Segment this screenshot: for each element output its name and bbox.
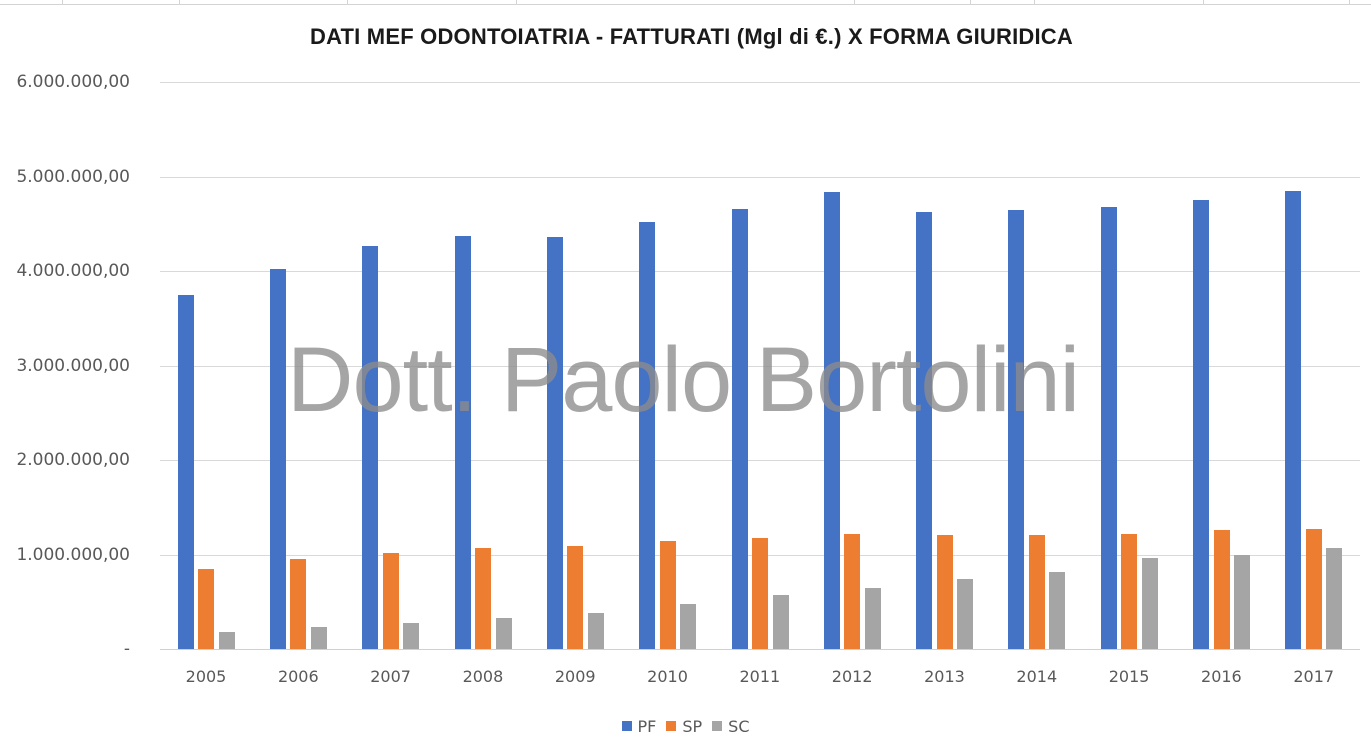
x-tick-label: 2015 bbox=[1108, 667, 1150, 686]
bar-sc-2013 bbox=[957, 579, 974, 649]
legend-label: SC bbox=[728, 716, 750, 736]
gridline bbox=[160, 271, 1360, 272]
x-tick-label: 2010 bbox=[647, 667, 688, 686]
bar-sc-2011 bbox=[772, 595, 789, 649]
bar-sp-2011 bbox=[752, 537, 768, 649]
spreadsheet-row-line bbox=[0, 4, 1371, 5]
spreadsheet-column-line bbox=[62, 0, 63, 5]
chart-title: DATI MEF ODONTOIATRIA - FATTURATI (Mgl d… bbox=[310, 24, 1073, 49]
legend-item-sp: SP bbox=[666, 717, 702, 736]
x-tick-label: 2017 bbox=[1293, 667, 1335, 686]
spreadsheet-column-line bbox=[516, 0, 517, 5]
y-tick-label: 1.000.000,00 bbox=[16, 544, 130, 565]
legend-swatch-icon bbox=[712, 721, 723, 731]
spreadsheet-column-line bbox=[970, 0, 971, 5]
bar-sp-2008 bbox=[475, 547, 492, 649]
bar-pf-2009 bbox=[546, 236, 563, 649]
gridline bbox=[160, 365, 1360, 367]
bar-sc-2008 bbox=[495, 617, 512, 649]
bar-sp-2015 bbox=[1121, 533, 1138, 649]
bar-pf-2007 bbox=[362, 245, 379, 649]
x-tick-label: 2009 bbox=[554, 667, 596, 686]
y-tick-label: - bbox=[123, 639, 130, 659]
bar-pf-2014 bbox=[1008, 209, 1025, 649]
bar-sp-2014 bbox=[1028, 534, 1045, 649]
bar-sc-2012 bbox=[864, 587, 881, 649]
spreadsheet-column-line bbox=[854, 0, 855, 5]
bar-sc-2016 bbox=[1234, 554, 1251, 649]
y-tick-label: 4.000.000,00 bbox=[16, 261, 130, 281]
bar-sp-2017 bbox=[1305, 529, 1322, 649]
y-tick-label: 3.000.000,00 bbox=[16, 355, 130, 376]
spreadsheet-column-line bbox=[1349, 0, 1350, 5]
spreadsheet-column-line bbox=[179, 0, 180, 5]
bar-sp-2009 bbox=[567, 546, 584, 649]
x-tick-label: 2005 bbox=[185, 667, 227, 686]
legend-label: SP bbox=[682, 716, 703, 736]
bar-pf-2017 bbox=[1285, 190, 1302, 649]
bar-pf-2016 bbox=[1193, 200, 1210, 649]
gridline bbox=[160, 82, 1360, 83]
chart-legend: PF SP SC bbox=[0, 716, 1371, 736]
bar-sc-2010 bbox=[680, 603, 697, 649]
spreadsheet-column-line bbox=[1034, 0, 1035, 5]
bar-sp-2013 bbox=[936, 534, 953, 649]
bar-sp-2005 bbox=[198, 568, 215, 649]
bar-sc-2005 bbox=[218, 632, 235, 649]
bar-sc-2014 bbox=[1049, 571, 1066, 649]
x-tick-label: 2007 bbox=[370, 667, 411, 686]
legend-swatch-icon bbox=[666, 721, 677, 731]
bar-sc-2015 bbox=[1141, 558, 1158, 649]
y-tick-label: 6.000.000,00 bbox=[16, 72, 130, 92]
plot-area bbox=[160, 82, 1360, 650]
x-tick-label: 2011 bbox=[739, 667, 781, 686]
spreadsheet-column-line bbox=[347, 0, 348, 5]
y-tick-label: 5.000.000,00 bbox=[16, 166, 130, 187]
bar-pf-2012 bbox=[823, 191, 840, 649]
y-tick-label: 2.000.000,00 bbox=[16, 450, 130, 470]
bar-sc-2006 bbox=[310, 627, 327, 649]
bar-sc-2007 bbox=[403, 622, 420, 649]
bar-pf-2010 bbox=[639, 221, 656, 649]
bar-sp-2012 bbox=[844, 533, 861, 649]
x-tick-label: 2012 bbox=[831, 667, 873, 686]
bar-pf-2015 bbox=[1100, 206, 1117, 649]
gridline bbox=[160, 176, 1360, 178]
legend-item-pf: PF bbox=[621, 716, 657, 736]
x-axis-line bbox=[160, 649, 1360, 650]
x-tick-label: 2013 bbox=[924, 667, 965, 686]
bar-pf-2005 bbox=[177, 294, 194, 649]
bar-pf-2013 bbox=[916, 212, 933, 649]
bar-sp-2010 bbox=[659, 541, 676, 649]
bar-sc-2009 bbox=[587, 613, 604, 649]
legend-item-sc: SC bbox=[712, 716, 750, 736]
x-tick-label: 2016 bbox=[1201, 667, 1242, 686]
x-tick-label: 2014 bbox=[1016, 667, 1058, 686]
gridline bbox=[160, 460, 1360, 461]
legend-swatch-icon bbox=[621, 721, 632, 731]
legend-label: PF bbox=[637, 716, 657, 736]
bar-pf-2006 bbox=[269, 269, 286, 649]
x-tick-label: 2006 bbox=[277, 667, 319, 686]
bar-sp-2016 bbox=[1213, 529, 1230, 649]
x-tick-label: 2008 bbox=[462, 667, 504, 686]
bar-sp-2007 bbox=[382, 552, 399, 649]
bar-sp-2006 bbox=[290, 559, 307, 649]
bar-pf-2008 bbox=[454, 236, 471, 649]
spreadsheet-column-line bbox=[1203, 0, 1204, 5]
bar-pf-2011 bbox=[731, 208, 748, 649]
bar-sc-2017 bbox=[1326, 547, 1343, 649]
